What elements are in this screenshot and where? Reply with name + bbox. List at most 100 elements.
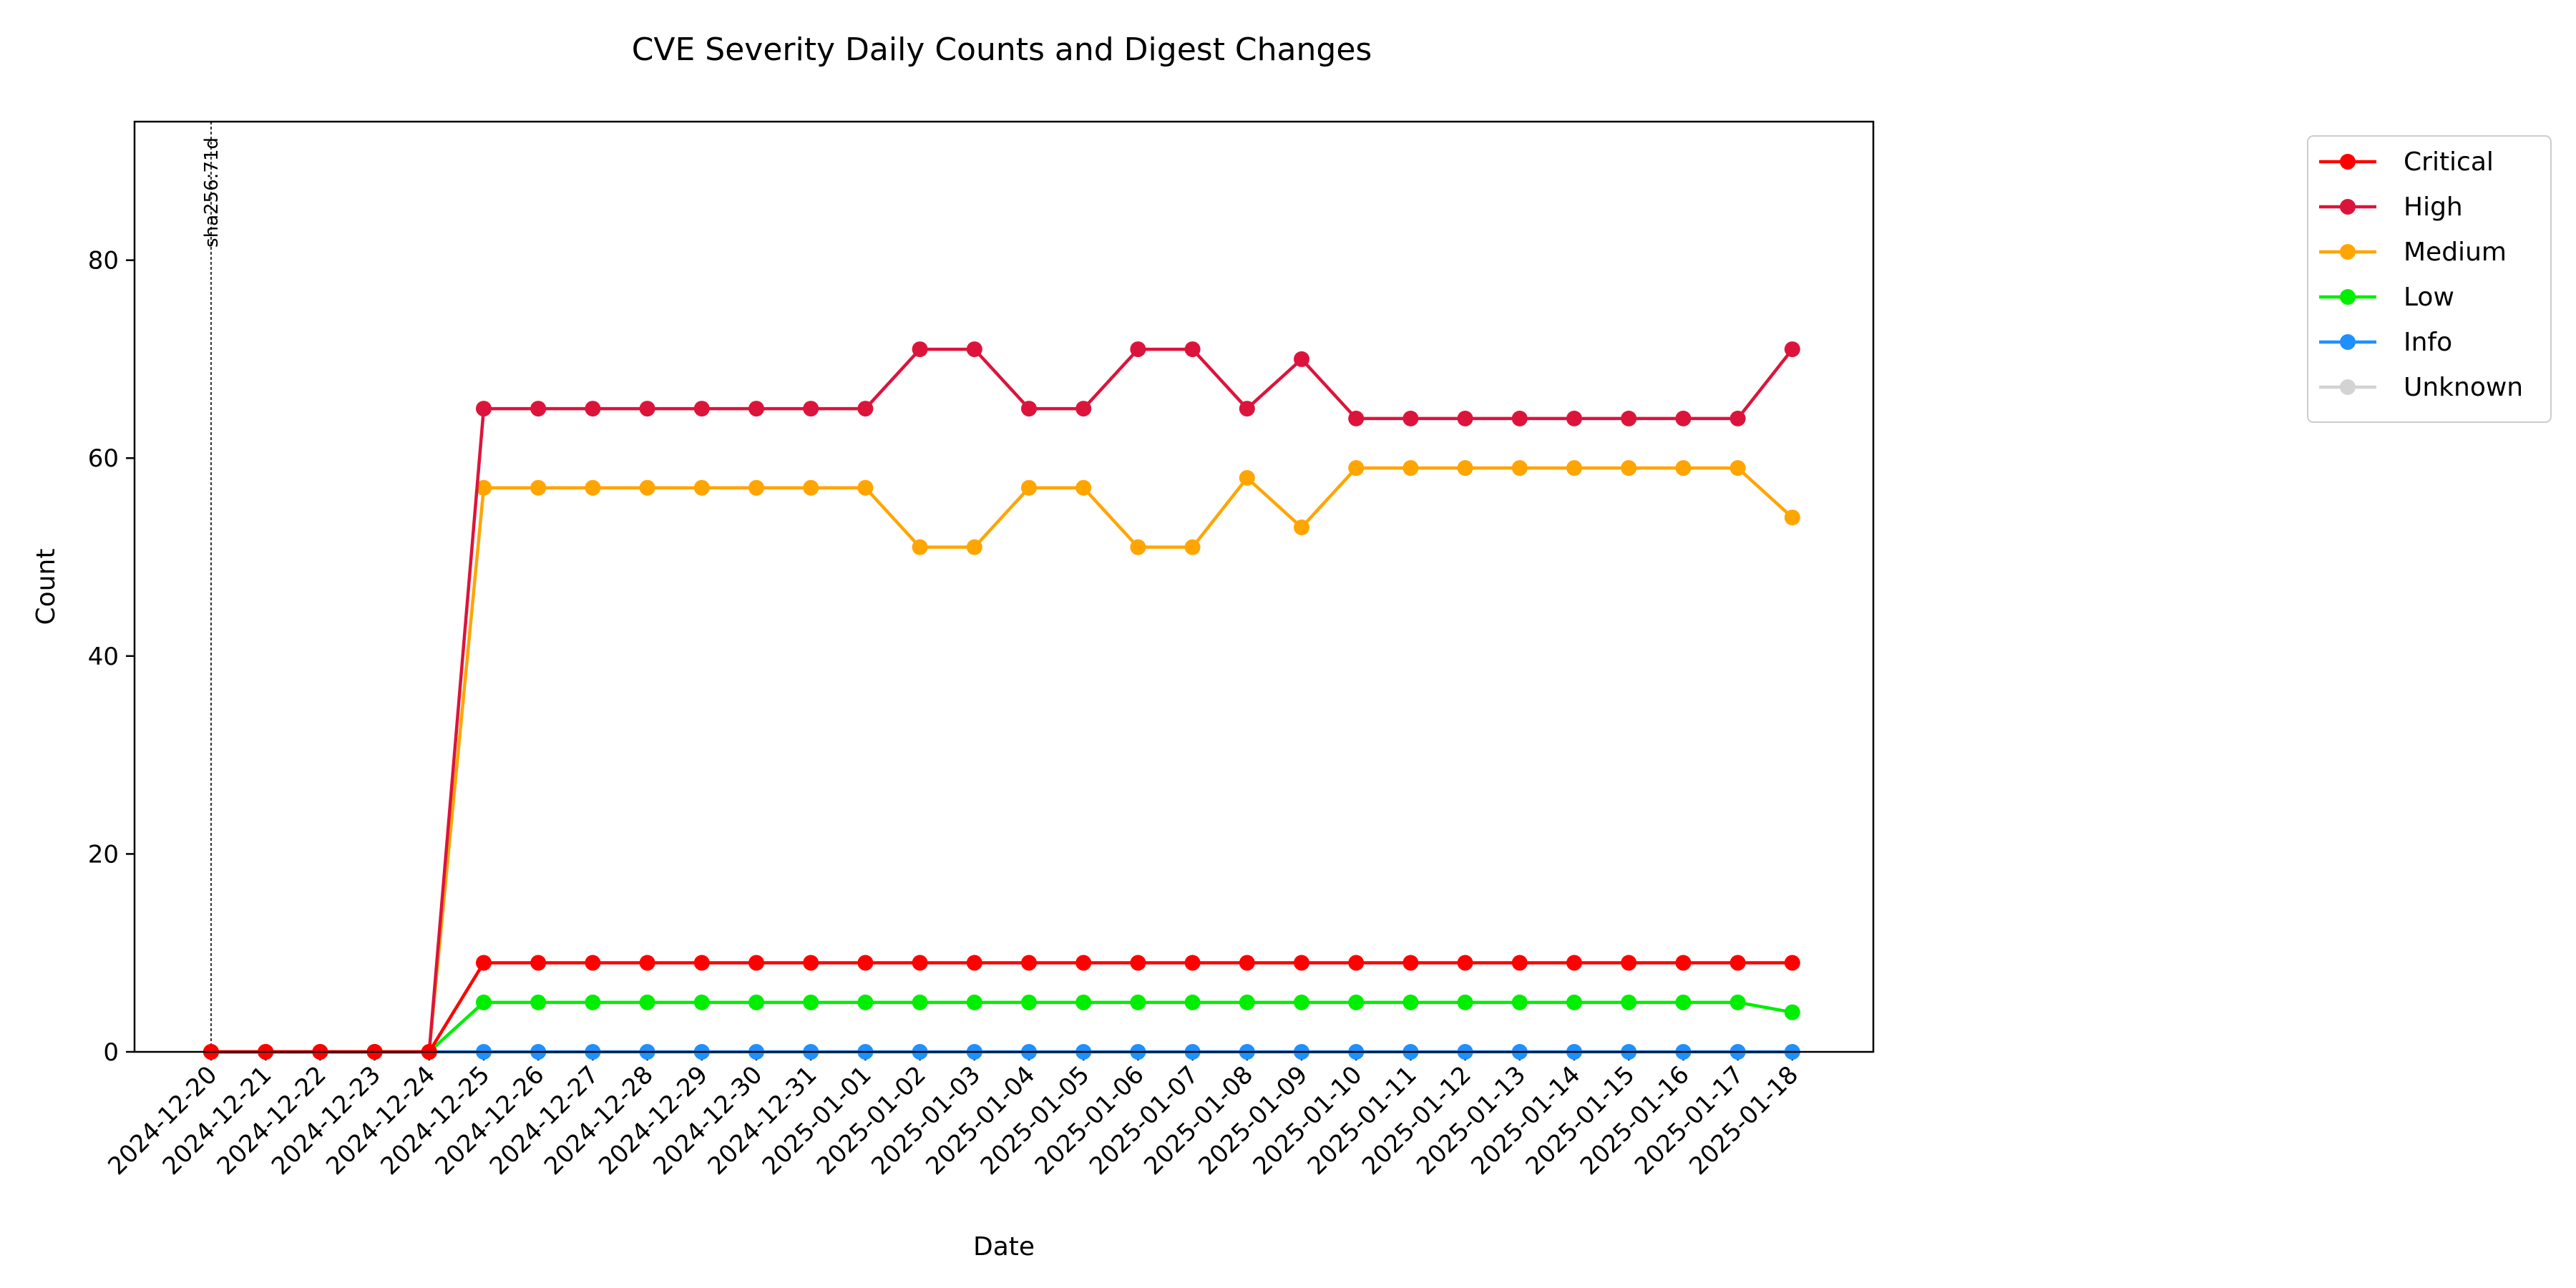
legend-swatch-marker [2340,154,2356,170]
legend: Critical High Medium Low Info Unknown [2307,135,2552,423]
data-point-high [1457,410,1473,426]
data-point-medium [639,479,655,496]
data-point-medium [803,479,819,496]
data-point-high [585,401,601,417]
data-point-high [1130,341,1146,358]
y-tick-label: 80 [88,247,119,275]
data-point-high [857,401,874,417]
data-point-critical [1075,955,1092,971]
data-point-medium [748,479,764,496]
annotation-label: sha256:71d [201,137,223,248]
y-tick-label: 20 [88,840,119,869]
series-line-critical [211,961,1792,1054]
y-tick-label: 40 [88,643,119,671]
legend-item-medium: Medium [2319,238,2507,267]
data-point-low [1621,994,1637,1010]
data-point-critical [1239,955,1255,971]
data-point-critical [1621,955,1637,971]
data-point-medium [476,479,492,496]
y-axis-title: Count [31,549,61,625]
data-point-critical [639,955,655,971]
data-point-low [1784,1004,1800,1020]
plot-frame [133,120,1875,1053]
data-point-critical [1457,955,1473,971]
series-line-high [211,347,1794,1054]
data-point-medium [1021,479,1037,496]
data-point-critical [1402,955,1419,971]
data-point-high [1075,401,1092,417]
data-point-low [530,994,547,1010]
data-point-medium [1294,519,1309,536]
data-point-low [585,994,601,1010]
data-point-low [1130,994,1146,1010]
y-tick-label: 60 [88,444,119,473]
data-point-critical [1784,955,1800,971]
data-point-high [530,401,547,417]
data-point-critical [1675,955,1692,971]
data-point-critical [1566,955,1582,971]
data-point-low [1184,994,1201,1010]
data-point-low [1075,994,1092,1010]
data-point-low [1457,994,1473,1010]
data-point-critical [966,955,982,971]
data-point-high [803,401,819,417]
data-point-low [966,994,982,1010]
data-point-critical [693,955,710,971]
data-point-critical [1184,955,1201,971]
data-point-low [1348,994,1365,1010]
data-point-critical [476,955,492,971]
legend-item-info: Info [2319,328,2452,357]
data-point-critical [1511,955,1528,971]
data-point-medium [1348,460,1365,477]
data-point-low [857,994,874,1010]
series-line-low [211,1000,1793,1054]
data-point-high [1184,341,1201,358]
data-point-medium [1184,539,1201,555]
data-point-medium [1784,509,1800,526]
data-point-critical [1348,955,1365,971]
data-point-high [1348,410,1365,426]
data-point-medium [912,539,928,555]
data-point-medium [1130,539,1146,555]
data-point-critical [912,955,928,971]
legend-label: Critical [2404,147,2494,177]
data-point-critical [1130,955,1146,971]
legend-item-low: Low [2319,283,2454,312]
data-point-critical [1021,955,1037,971]
series-line-medium [211,466,1794,1054]
data-point-low [1294,994,1309,1010]
data-point-medium [1675,460,1692,477]
data-point-low [693,994,710,1010]
data-point-high [748,401,764,417]
data-point-critical [748,955,764,971]
data-point-medium [693,479,710,496]
data-point-high [1729,410,1746,426]
legend-label: Info [2404,328,2452,357]
data-point-low [912,994,928,1010]
data-point-critical [803,955,819,971]
data-point-critical [530,955,547,971]
data-point-critical [1294,955,1309,971]
data-point-high [1239,401,1255,417]
legend-swatch-marker [2340,289,2356,305]
data-point-medium [1729,460,1746,477]
data-point-high [639,401,655,417]
data-point-low [1402,994,1419,1010]
data-point-low [803,994,819,1010]
data-point-medium [966,539,982,555]
legend-item-high: High [2319,192,2463,222]
data-point-low [1511,994,1528,1010]
legend-swatch-marker [2340,199,2356,215]
legend-swatch-marker [2340,379,2356,395]
data-point-critical [1729,955,1746,971]
data-point-high [1675,410,1692,426]
data-point-critical [585,955,601,971]
data-point-low [1729,994,1746,1010]
data-point-high [1511,410,1528,426]
data-point-high [1566,410,1582,426]
data-point-medium [1075,479,1092,496]
legend-label: Low [2404,283,2454,312]
data-point-medium [585,479,601,496]
